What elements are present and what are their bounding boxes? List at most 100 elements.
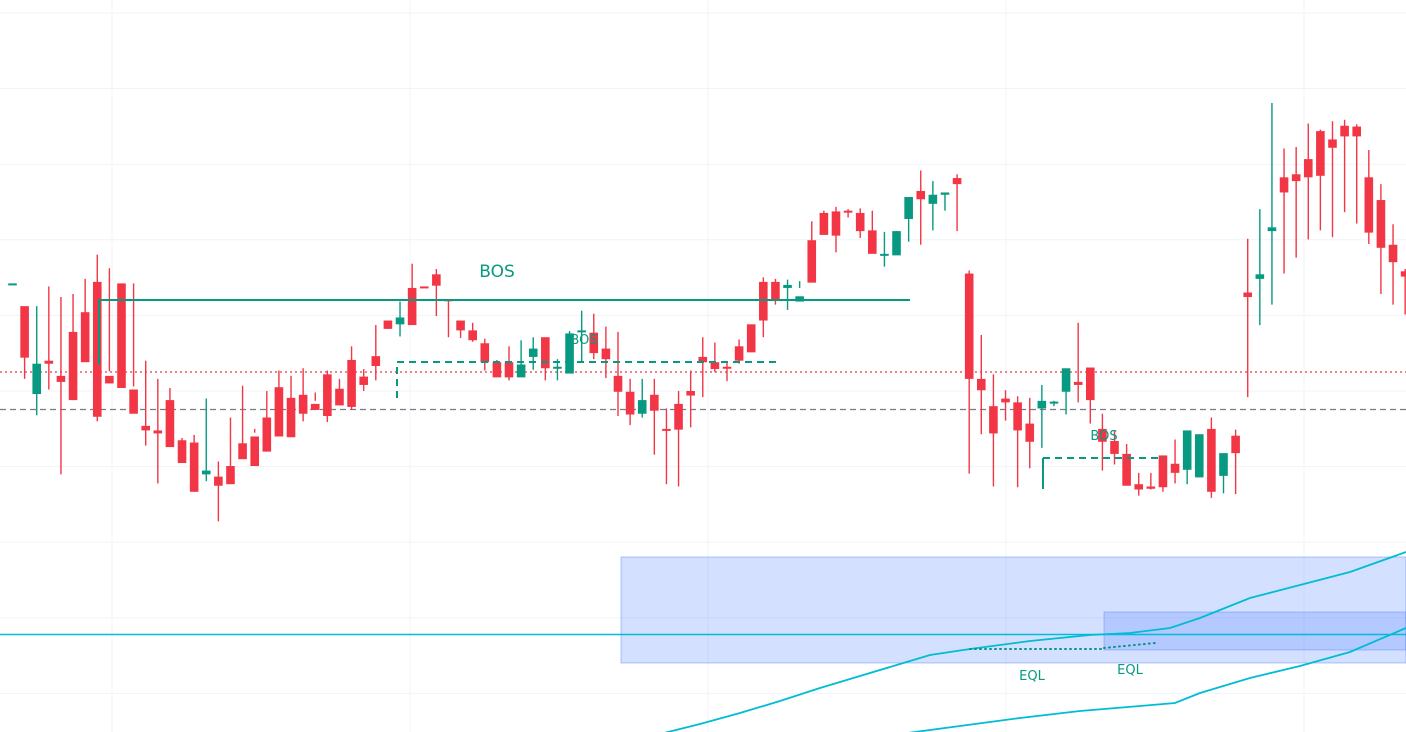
bos-label-minor-2: BOS — [1090, 429, 1117, 444]
candle-body-74 — [904, 197, 913, 219]
candle-79 — [964, 270, 974, 474]
candle-77 — [940, 192, 950, 211]
candle-54 — [662, 408, 671, 485]
candle-body-44 — [541, 337, 550, 369]
candle-body-104 — [1267, 227, 1277, 232]
candle-15 — [189, 434, 199, 492]
candle-62 — [759, 277, 768, 338]
candle-9 — [117, 283, 126, 388]
candle-38 — [468, 322, 477, 342]
candle-body-21 — [262, 417, 272, 452]
candle-74 — [904, 197, 913, 242]
candle-78 — [952, 174, 962, 232]
candle-body-95 — [1158, 455, 1168, 488]
demand-zone — [620, 556, 1406, 664]
candle-body-52 — [637, 400, 647, 414]
candle-35 — [432, 269, 441, 316]
candle-body-112 — [1364, 177, 1374, 233]
candle-body-57 — [698, 356, 708, 363]
candle-48 — [589, 313, 599, 360]
candle-body-48 — [589, 332, 599, 354]
candle-82 — [1001, 390, 1010, 421]
candle-41 — [504, 346, 514, 381]
candle-96 — [1170, 439, 1180, 484]
candle-body-53 — [650, 394, 659, 411]
candle-6 — [80, 278, 90, 363]
candle-body-45 — [553, 366, 562, 369]
candle-body-89 — [1085, 367, 1095, 401]
candle-body-40 — [492, 362, 502, 378]
candle-body-51 — [625, 391, 635, 415]
candle-44 — [541, 337, 550, 381]
candle-83 — [1013, 396, 1022, 488]
candle-body-19 — [238, 443, 247, 460]
candle-42 — [516, 340, 526, 378]
candle-body-102 — [1243, 292, 1253, 298]
candle-51 — [625, 378, 635, 426]
candle-body-18 — [226, 466, 235, 485]
candle-body-72 — [880, 253, 889, 256]
candle-30 — [371, 325, 381, 381]
candle-body-115 — [1400, 271, 1406, 277]
candle-8 — [105, 268, 114, 384]
candle-104 — [1267, 103, 1277, 305]
candle-7 — [92, 254, 102, 422]
candle-body-23 — [286, 397, 296, 438]
candle-39 — [480, 338, 490, 371]
candle-body-7 — [92, 281, 102, 417]
candle-body-30 — [371, 356, 381, 366]
candle-body-68 — [831, 211, 841, 236]
candle-body-46 — [565, 333, 574, 374]
candle-body-99 — [1207, 428, 1216, 492]
candle-32 — [395, 301, 405, 337]
candle-95 — [1158, 455, 1168, 492]
candle-body-109 — [1328, 139, 1337, 148]
candle-101 — [1231, 429, 1240, 495]
candle-72 — [880, 231, 889, 267]
candle-19 — [238, 385, 247, 460]
candle-body-55 — [674, 403, 683, 430]
bos-label-major: BOS — [479, 262, 515, 282]
candle-body-33 — [407, 287, 417, 326]
candle-93 — [1134, 472, 1144, 496]
candle-29 — [359, 369, 368, 392]
candle-body-2 — [32, 363, 42, 395]
candle-body-76 — [928, 194, 938, 204]
candle-body-1 — [20, 306, 29, 358]
candle-106 — [1291, 147, 1301, 258]
candle-body-60 — [734, 346, 744, 361]
candle-body-3 — [44, 360, 54, 364]
candle-body-81 — [989, 406, 998, 434]
candle-body-83 — [1013, 402, 1022, 431]
candle-body-47 — [577, 330, 586, 333]
candle-71 — [868, 210, 877, 254]
candle-61 — [746, 324, 756, 353]
candle-37 — [456, 320, 465, 338]
candle-56 — [686, 370, 695, 428]
candle-body-32 — [395, 317, 405, 325]
candle-76 — [928, 181, 938, 231]
candle-64 — [783, 279, 792, 310]
bos-minor-line-1 — [396, 361, 780, 398]
candle-75 — [916, 170, 926, 245]
candle-92 — [1122, 444, 1131, 486]
candle-49 — [601, 326, 611, 379]
candle-body-93 — [1134, 484, 1144, 490]
candle-body-103 — [1255, 274, 1265, 279]
candle-body-13 — [165, 400, 175, 448]
candle-66 — [807, 221, 817, 283]
candle-3 — [44, 286, 54, 390]
candle-body-10 — [129, 389, 138, 414]
candle-12 — [153, 378, 163, 484]
candle-59 — [722, 362, 732, 382]
bos-label-minor-1: BOS — [570, 333, 597, 348]
candle-body-91 — [1110, 441, 1119, 454]
candle-body-82 — [1001, 398, 1010, 403]
candle-body-105 — [1279, 177, 1289, 193]
candle-body-61 — [746, 324, 756, 353]
candle-body-70 — [855, 212, 865, 232]
candle-84 — [1025, 397, 1035, 469]
candle-body-96 — [1170, 463, 1180, 473]
candle-115 — [1400, 269, 1406, 315]
candle-body-37 — [456, 320, 465, 331]
